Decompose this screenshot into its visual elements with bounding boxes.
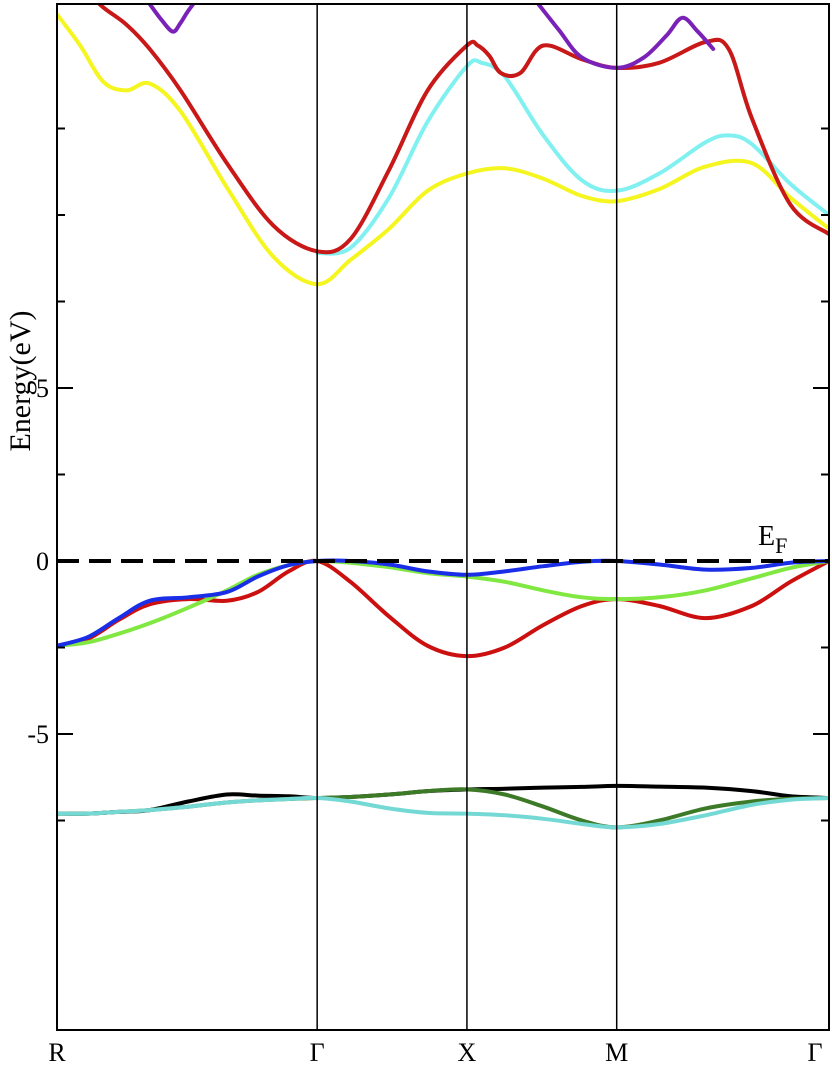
band-line-5 xyxy=(57,558,829,648)
plot-frame xyxy=(56,3,830,1031)
y-tick-labels: -5 0 5 xyxy=(27,374,49,749)
kpoint-label-3: M xyxy=(605,1038,628,1067)
kpoint-label-4: Γ xyxy=(807,1038,822,1067)
band-line-2 xyxy=(57,795,829,830)
y-tick-label: 5 xyxy=(36,374,49,403)
y-ticks xyxy=(57,127,829,822)
band-line-6 xyxy=(57,12,829,287)
band-line-7 xyxy=(315,58,829,256)
y-tick-label: -5 xyxy=(27,720,49,749)
kpoint-label-2: X xyxy=(458,1038,477,1067)
high-symmetry-lines xyxy=(316,4,618,1030)
band-line-4 xyxy=(57,558,829,648)
kpoint-label-0: R xyxy=(48,1038,66,1067)
band-line-3 xyxy=(57,558,829,659)
kpoint-label-1: Γ xyxy=(310,1038,325,1067)
band-line-8 xyxy=(96,4,829,255)
y-tick-label: 0 xyxy=(36,547,49,576)
band-line-10 xyxy=(535,4,716,70)
fermi-label-main: E xyxy=(758,521,775,552)
y-axis-title: Energy(eV) xyxy=(4,310,37,451)
fermi-label-sub: F xyxy=(775,533,787,558)
band-line-9 xyxy=(147,4,196,34)
fermi-label: EF xyxy=(758,521,787,558)
band-lines xyxy=(57,4,829,830)
